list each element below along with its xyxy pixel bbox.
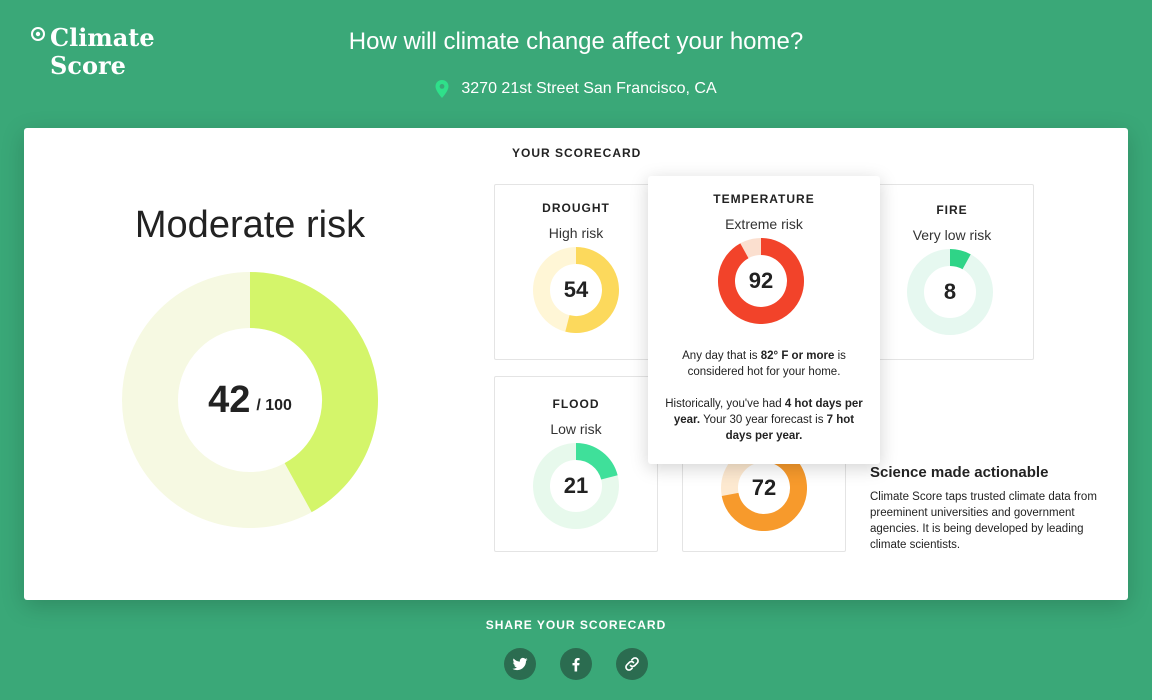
overall-score-total: / 100 xyxy=(256,397,292,414)
scorecard-panel: Moderate risk 42 / 100 YOUR SCORECARD DR… xyxy=(24,128,1128,600)
card-risk-level: Very low risk xyxy=(912,227,992,243)
address-text: 3270 21st Street San Francisco, CA xyxy=(461,80,717,97)
card-name: DROUGHT xyxy=(542,201,610,215)
overall-score-donut xyxy=(122,272,378,528)
flood-score-ring xyxy=(533,443,619,529)
card-name: TEMPERATURE xyxy=(713,192,815,206)
link-icon xyxy=(625,657,639,671)
share-buttons xyxy=(0,648,1152,680)
logo-text-line1: Climate xyxy=(50,23,155,52)
score-ring-fill xyxy=(949,249,971,270)
card-score: 92 xyxy=(748,268,774,293)
logo-text-line2: Score xyxy=(50,51,126,80)
temperature-score-ring xyxy=(718,238,804,324)
temperature-detail-popup[interactable]: TEMPERATURE Extreme risk 92 Any day that… xyxy=(648,176,880,464)
score-ring-fill xyxy=(575,443,618,481)
overall-risk-label: Moderate risk xyxy=(134,204,366,246)
card-score: 54 xyxy=(563,277,589,302)
card-name: FIRE xyxy=(936,203,968,217)
twitter-icon xyxy=(512,657,528,671)
score-ring-fill xyxy=(565,247,619,333)
hot-day-definition: Any day that is 82° F or more is conside… xyxy=(682,350,846,378)
fire-card[interactable]: FIRE Very low risk 8 xyxy=(870,184,1034,360)
card-risk-level: High risk xyxy=(548,225,604,241)
science-body: Climate Score taps trusted climate data … xyxy=(870,491,1097,551)
card-risk-level: Low risk xyxy=(550,421,602,437)
share-facebook-button[interactable] xyxy=(560,648,592,680)
science-title: Science made actionable xyxy=(870,464,1049,481)
score-ring-fill xyxy=(718,238,804,324)
overall-score: 42 / 100 xyxy=(122,272,378,528)
page-title: How will climate change affect your home… xyxy=(348,28,804,55)
address-row: 3270 21st Street San Francisco, CA xyxy=(0,80,1152,98)
copy-link-button[interactable] xyxy=(616,648,648,680)
card-score: 21 xyxy=(563,473,589,498)
location-pin-icon xyxy=(435,80,449,98)
drought-card[interactable]: DROUGHT High risk 54 xyxy=(494,184,658,360)
card-risk-level: Extreme risk xyxy=(725,216,803,232)
drought-score-ring xyxy=(533,247,619,333)
hot-days-forecast: Historically, you've had 4 hot days per … xyxy=(665,398,863,442)
facebook-icon xyxy=(572,658,580,672)
share-twitter-button[interactable] xyxy=(504,648,536,680)
scorecard-heading: YOUR SCORECARD xyxy=(512,146,642,160)
card-score: 8 xyxy=(943,279,957,304)
share-heading: SHARE YOUR SCORECARD xyxy=(485,618,667,632)
overall-donut-fill xyxy=(249,272,378,513)
flood-card[interactable]: FLOOD Low risk 21 xyxy=(494,376,658,552)
overall-score-value: 42 xyxy=(208,378,251,421)
climate-score-logo[interactable]: Climate Score xyxy=(30,24,155,80)
card-name: FLOOD xyxy=(552,397,600,411)
logo-ring-icon xyxy=(31,27,45,41)
card-score: 72 xyxy=(751,475,777,500)
fire-score-ring xyxy=(907,249,993,335)
science-blurb: Science made actionable Climate Score ta… xyxy=(870,464,1102,553)
